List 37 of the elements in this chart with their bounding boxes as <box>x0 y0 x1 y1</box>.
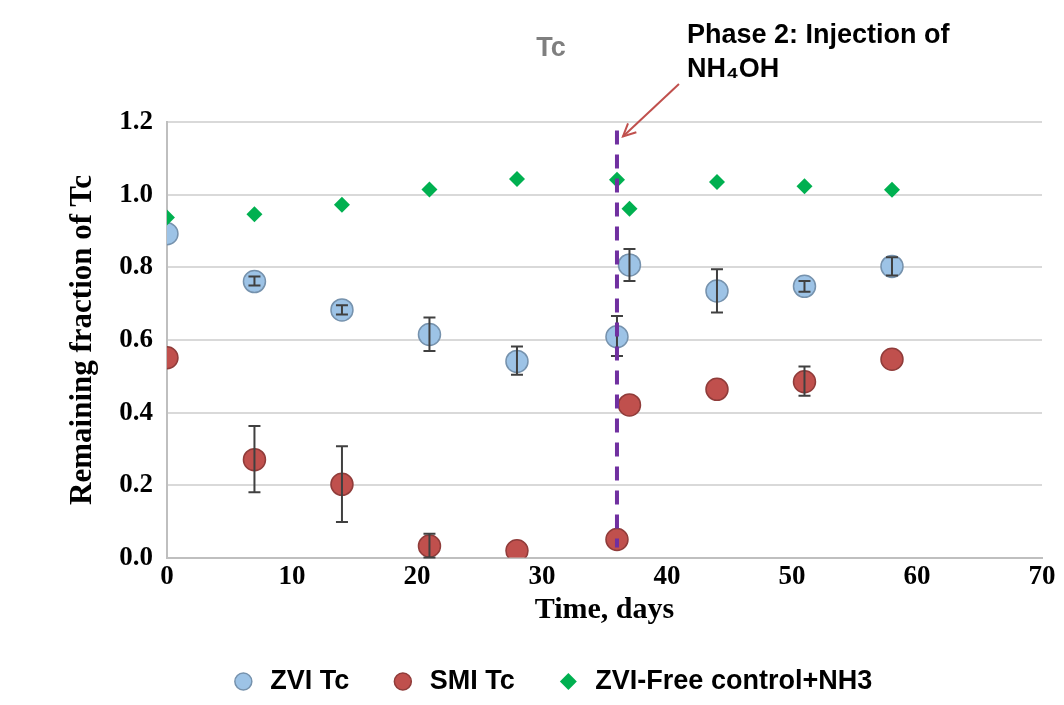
point <box>796 178 813 195</box>
y-tick-label: 0.8 <box>119 250 153 281</box>
x-axis-title: Time, days <box>534 590 675 624</box>
legend-label: ZVI Tc <box>270 664 350 695</box>
point <box>330 298 354 322</box>
point <box>880 254 904 279</box>
x-tick-label: 30 <box>528 559 556 590</box>
y-tick-label: 0.0 <box>119 540 153 571</box>
ref-line-label: Phase 2: Injection of NH₄OH <box>686 18 951 83</box>
x-tick-label: 70 <box>1028 559 1056 590</box>
y-tick-label: 1.0 <box>119 177 153 208</box>
point <box>708 173 725 190</box>
y-tick-label: 1.2 <box>119 105 153 136</box>
legend-label: ZVI-Free control+NH3 <box>595 664 873 695</box>
point <box>508 170 525 187</box>
legend-label: SMI Tc <box>429 664 515 695</box>
x-tick-label: 50 <box>778 559 806 590</box>
point <box>621 200 638 217</box>
point <box>246 206 263 223</box>
point <box>617 393 642 417</box>
x-tick-label: 60 <box>903 559 931 590</box>
x-tick-label: 40 <box>653 559 681 590</box>
y-axis-title: Remaining fraction of Tc <box>62 175 98 505</box>
point <box>880 347 904 371</box>
x-tick-label: 10 <box>278 559 306 590</box>
point <box>792 274 817 299</box>
x-tick-label: 20 <box>403 559 431 590</box>
chart-title: Tc <box>536 31 566 62</box>
y-tick-label: 0.6 <box>119 322 153 353</box>
y-tick-label: 0.4 <box>119 395 153 426</box>
point <box>333 196 350 213</box>
y-tick-label: 0.2 <box>119 468 153 499</box>
point <box>421 181 438 198</box>
x-tick-label: 0 <box>160 559 174 590</box>
point <box>242 269 267 294</box>
point <box>883 181 900 198</box>
point <box>705 377 729 402</box>
